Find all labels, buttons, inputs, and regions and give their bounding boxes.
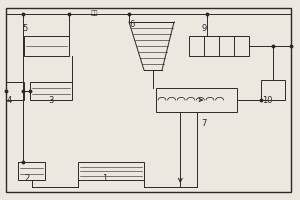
Bar [189,36,249,56]
Text: 9: 9 [201,24,206,33]
Text: 7: 7 [201,119,206,128]
Bar [18,162,45,180]
Bar [24,36,69,56]
Bar [261,80,285,100]
Text: 管路: 管路 [91,10,98,16]
Text: 5: 5 [22,24,28,33]
Bar [6,82,24,100]
Bar [78,162,144,180]
Text: 1: 1 [102,174,107,183]
Text: 2: 2 [24,174,29,183]
Bar [30,82,72,100]
Text: 10: 10 [262,96,273,105]
Bar [156,88,237,112]
Text: 6: 6 [129,20,134,29]
Text: 4: 4 [7,96,12,105]
Text: 3: 3 [48,96,53,105]
